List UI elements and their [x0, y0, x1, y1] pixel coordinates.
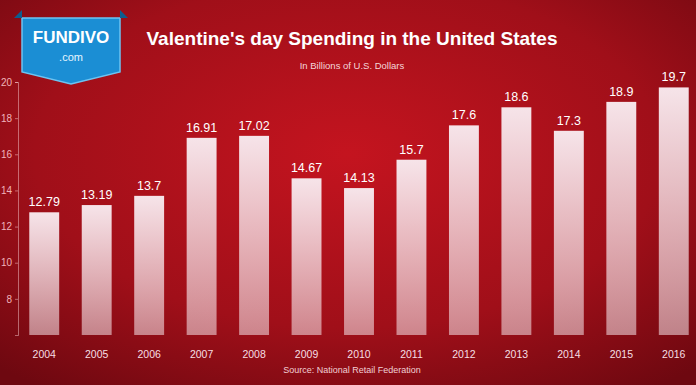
y-tick-label: 10	[1, 257, 13, 268]
bars	[29, 87, 688, 335]
x-axis: 2004 2005 2006 2007 2008 2009 2010 2011 2012 2013…	[19, 335, 696, 360]
x-tick: 2012	[452, 335, 476, 360]
y-tick-mark	[15, 118, 18, 119]
logo-name: FUNDIVO	[33, 28, 110, 47]
x-tick-label: 2009	[295, 348, 319, 360]
x-tick: 2007	[190, 335, 214, 360]
data-label: 14.67	[291, 161, 322, 175]
x-tick: 2015	[610, 335, 634, 360]
bar	[134, 196, 164, 335]
y-tick-label: 16	[1, 149, 13, 160]
y-tick-mark	[15, 154, 18, 155]
x-tick-label: 2013	[505, 348, 529, 360]
data-label: 17.6	[452, 108, 476, 122]
x-tick-label: 2016	[662, 348, 686, 360]
data-label: 14.13	[343, 171, 374, 185]
y-tick-mark	[15, 82, 18, 83]
y-tick-mark	[15, 299, 18, 300]
data-labels: 12.79 13.19 13.7 16.91 17.02 14.67 14.13 15.7 17…	[29, 70, 686, 209]
x-tick: 2006	[137, 335, 161, 360]
x-tick-label: 2015	[610, 348, 634, 360]
data-label: 13.7	[137, 179, 161, 193]
x-tick-label: 2004	[33, 348, 57, 360]
data-label: 18.6	[504, 90, 528, 104]
data-label: 19.7	[662, 70, 686, 84]
subtitle: In Billions of U.S. Dollars	[300, 60, 405, 71]
chart: FUNDIVO .com Valentine's day Spending in t…	[0, 0, 696, 385]
y-tick-label: 14	[1, 185, 13, 196]
y-tick: 8	[6, 294, 18, 305]
title: Valentine's day Spending in the United S…	[147, 28, 558, 49]
x-tick: 2013	[505, 335, 529, 360]
data-label: 16.91	[186, 121, 217, 135]
bar	[239, 136, 269, 335]
x-tick-label: 2012	[452, 348, 476, 360]
y-tick: 20	[1, 77, 18, 88]
logo: FUNDIVO .com	[14, 10, 128, 84]
x-tick: 2014	[557, 335, 581, 360]
y-tick: 14	[1, 185, 18, 196]
x-tick-label: 2011	[400, 348, 423, 360]
x-axis-line	[19, 335, 696, 336]
x-tick: 2005	[85, 335, 109, 360]
data-label: 18.9	[609, 85, 633, 99]
data-label: 17.3	[557, 114, 581, 128]
y-tick: 16	[1, 149, 18, 160]
x-tick: 2010	[347, 335, 371, 360]
data-label: 15.7	[399, 143, 423, 157]
bar	[187, 138, 217, 335]
data-label: 17.02	[238, 119, 269, 133]
bar	[292, 178, 322, 335]
x-tick-label: 2007	[190, 348, 214, 360]
bar	[82, 205, 112, 335]
y-tick-label: 8	[6, 294, 12, 305]
y-tick-mark	[15, 227, 18, 228]
bar	[29, 212, 59, 335]
source-note: Source: National Retail Federation	[283, 365, 421, 375]
y-axis-line	[15, 83, 19, 336]
bar	[449, 125, 479, 335]
bar	[606, 102, 636, 335]
bar	[344, 188, 374, 335]
x-tick: 2008	[242, 335, 266, 360]
data-label: 13.19	[81, 188, 112, 202]
x-tick: 2004	[33, 335, 57, 360]
y-tick-mark	[15, 190, 18, 191]
x-tick-label: 2006	[137, 348, 161, 360]
x-tick: 2009	[295, 335, 319, 360]
logo-ribbon	[22, 18, 120, 84]
y-tick-mark	[15, 263, 18, 264]
data-label: 12.79	[29, 195, 60, 209]
logo-domain: .com	[59, 51, 83, 63]
y-tick-label: 12	[1, 221, 13, 232]
y-tick-label: 18	[1, 113, 13, 124]
x-tick-label: 2005	[85, 348, 109, 360]
bar	[501, 107, 531, 335]
x-tick-label: 2008	[242, 348, 266, 360]
x-tick: 2016	[662, 335, 686, 360]
x-tick-label: 2014	[557, 348, 581, 360]
bar	[659, 87, 689, 335]
x-tick-label: 2010	[347, 348, 371, 360]
y-tick-label: 20	[1, 77, 13, 88]
background	[0, 0, 696, 385]
y-tick: 12	[1, 221, 18, 232]
y-tick: 18	[1, 113, 18, 124]
y-axis: 8 10 12 14 16 18 20	[1, 77, 19, 336]
logo-fold	[14, 10, 128, 18]
y-tick: 10	[1, 257, 18, 268]
x-tick: 2011	[400, 335, 423, 360]
bar	[554, 131, 584, 335]
bar	[397, 160, 427, 335]
